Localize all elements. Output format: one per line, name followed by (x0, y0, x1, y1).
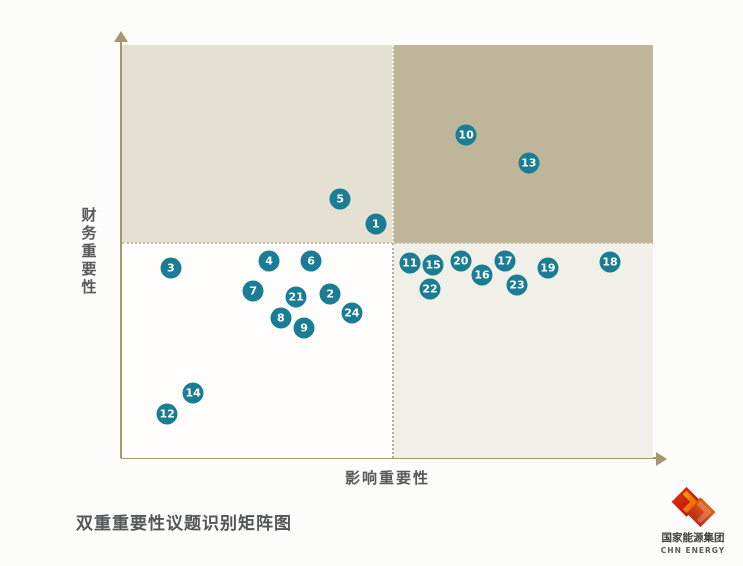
data-point-8: 8 (270, 307, 292, 329)
x-axis-label: 影响重要性 (344, 469, 430, 487)
data-point-12: 12 (156, 403, 178, 425)
plot-area: 1 2 3 4 5 6 7 8 9 10 11 12 13 14 15 16 17 18 19 20 21 22 23 24 (122, 45, 653, 458)
data-point-11: 11 (399, 252, 421, 274)
brand-name-en: CHN ENERGY (660, 546, 726, 555)
data-point-10: 10 (455, 124, 477, 146)
quadrant-top-left (122, 45, 393, 243)
data-point-5: 5 (329, 188, 351, 210)
data-point-20: 20 (450, 250, 472, 272)
data-point-22: 22 (419, 278, 441, 300)
x-axis-line (121, 457, 657, 459)
data-point-13: 13 (518, 152, 540, 174)
data-point-16: 16 (471, 264, 493, 286)
data-point-21: 21 (285, 286, 307, 308)
data-point-23: 23 (506, 274, 528, 296)
data-point-14: 14 (182, 382, 204, 404)
y-axis-line (120, 40, 122, 458)
quadrant-divider-horizontal (122, 241, 653, 244)
data-point-7: 7 (242, 280, 264, 302)
data-point-15: 15 (422, 254, 444, 276)
points-layer: 1 2 3 4 5 6 7 8 9 10 11 12 13 14 15 16 17 18 19 20 21 22 23 24 (122, 45, 653, 458)
y-axis-arrow-icon (114, 31, 128, 42)
data-point-2: 2 (319, 283, 341, 305)
data-point-24: 24 (341, 302, 363, 324)
data-point-4: 4 (258, 250, 280, 272)
data-point-17: 17 (494, 250, 516, 272)
data-point-6: 6 (300, 250, 322, 272)
data-point-1: 1 (365, 213, 387, 235)
data-point-3: 3 (160, 257, 182, 279)
data-point-18: 18 (599, 251, 621, 273)
quadrant-divider-vertical-bottom (391, 242, 394, 458)
quadrant-divider-vertical-top (391, 45, 394, 243)
brand-logo: 国家能源集团 CHN ENERGY (659, 486, 727, 555)
x-axis-arrow-icon (656, 452, 667, 466)
quadrant-top-right (392, 45, 653, 243)
chart-title: 双重重要性议题识别矩阵图 (76, 514, 292, 534)
brand-name: 国家能源集团 (661, 532, 725, 544)
y-axis-label: 财务重要性 (79, 206, 98, 297)
chn-energy-logo-icon (671, 486, 715, 528)
data-point-9: 9 (293, 317, 315, 339)
data-point-19: 19 (537, 257, 559, 279)
